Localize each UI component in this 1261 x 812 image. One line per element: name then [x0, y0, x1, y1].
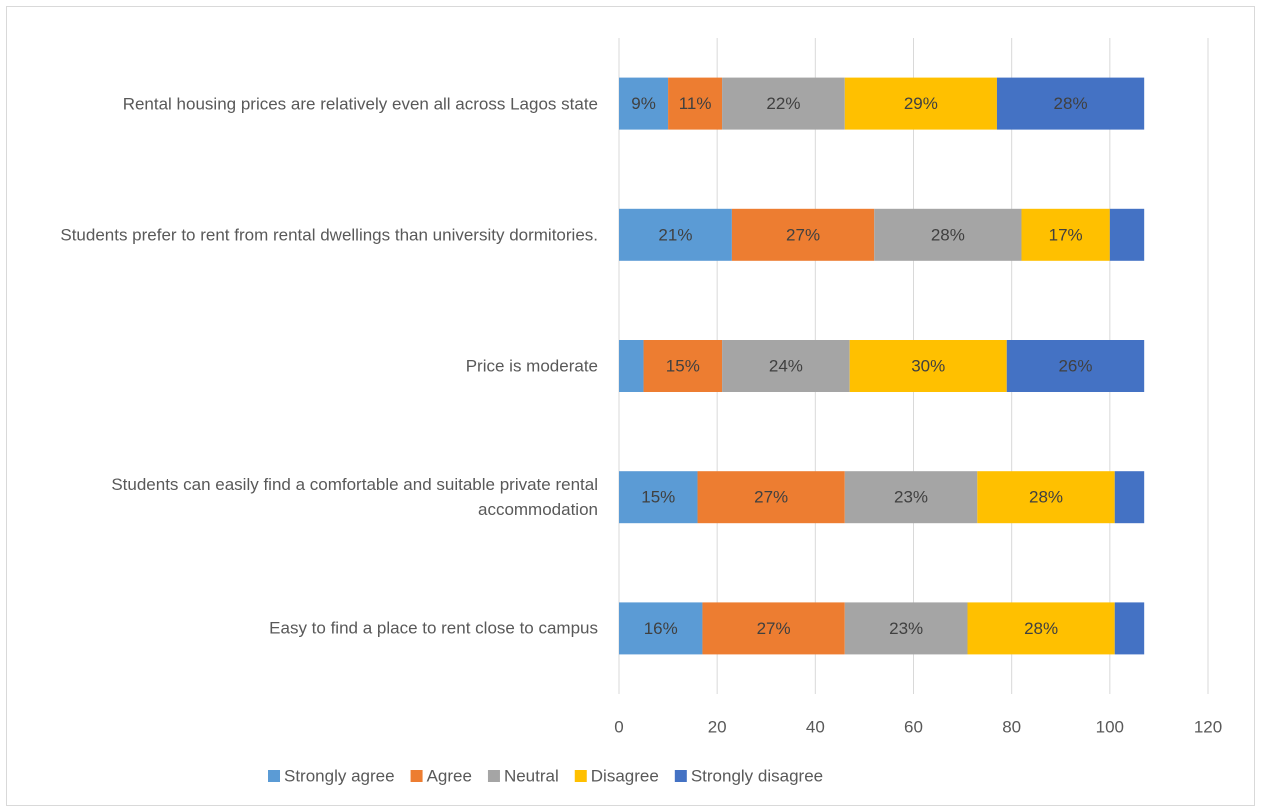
bar-segment [702, 602, 845, 655]
bar-segment [967, 602, 1115, 655]
bar-segment [722, 340, 850, 392]
bar-segment [1114, 471, 1145, 524]
data-label: 11% [679, 94, 712, 113]
data-label: 15% [666, 356, 700, 375]
data-label: 21% [658, 225, 692, 244]
bar-segment [874, 208, 1022, 261]
data-label: 23% [894, 488, 928, 507]
data-label: 9% [631, 94, 656, 113]
bar-segment [619, 208, 732, 261]
category-label: Students can easily find a comfortable a… [111, 475, 598, 520]
x-tick-label: 40 [806, 717, 825, 736]
data-label: 16% [644, 619, 678, 638]
legend-label: Agree [427, 766, 472, 785]
category-label: Price is moderate [465, 356, 598, 376]
legend-swatch [674, 770, 687, 782]
data-label: 23% [889, 619, 923, 638]
legend-label: Strongly disagree [691, 766, 823, 785]
bar-segment [844, 77, 997, 130]
data-label: 29% [904, 94, 938, 113]
x-tick-label: 60 [904, 717, 923, 736]
legend-swatch [574, 770, 587, 782]
legend-label: Disagree [591, 766, 659, 785]
bar-segment [619, 471, 698, 524]
bar-segment [643, 340, 723, 392]
data-label: 28% [931, 225, 965, 244]
chart-border [6, 6, 1255, 806]
bar-segment [1006, 340, 1145, 392]
x-tick-label: 80 [1002, 717, 1021, 736]
bar-segment [996, 77, 1145, 130]
data-label: 27% [757, 619, 791, 638]
data-label: 30% [911, 356, 945, 375]
bar-segment [844, 602, 968, 655]
bar-segment [1109, 208, 1145, 261]
data-label: 28% [1054, 94, 1088, 113]
data-label: 26% [1058, 356, 1092, 375]
bar-segment [731, 208, 875, 261]
legend-swatch [487, 770, 500, 782]
data-label: 28% [1029, 488, 1063, 507]
x-tick-label: 100 [1096, 717, 1124, 736]
legend-label: Neutral [504, 766, 559, 785]
category-label: Rental housing prices are relatively eve… [122, 94, 598, 114]
bar-segment [619, 77, 669, 130]
data-label: 22% [766, 94, 800, 113]
bar-segment [977, 471, 1115, 524]
bar-segment [619, 340, 644, 392]
data-label: 27% [786, 225, 820, 244]
data-label: 17% [1049, 225, 1083, 244]
legend-swatch [268, 770, 280, 782]
bar-segment [722, 77, 845, 130]
x-tick-label: 120 [1194, 717, 1222, 736]
bar-segment [1114, 602, 1145, 655]
data-label: 24% [769, 356, 803, 375]
x-tick-label: 20 [708, 717, 727, 736]
category-label: Easy to find a place to rent close to ca… [269, 618, 598, 638]
x-tick-label: 0 [614, 717, 623, 736]
bar-segment [1021, 208, 1110, 261]
data-label: 28% [1024, 619, 1058, 638]
data-label: 27% [754, 488, 788, 507]
legend-swatch [410, 770, 423, 782]
legend-label: Strongly agree [284, 766, 395, 785]
data-label: 15% [641, 488, 675, 507]
category-label: Students prefer to rent from rental dwel… [60, 225, 598, 245]
bar-segment [849, 340, 1007, 392]
bar-segment [697, 471, 845, 524]
bar-segment [844, 471, 978, 524]
bar-segment [668, 77, 723, 130]
bar-segment [619, 602, 703, 655]
